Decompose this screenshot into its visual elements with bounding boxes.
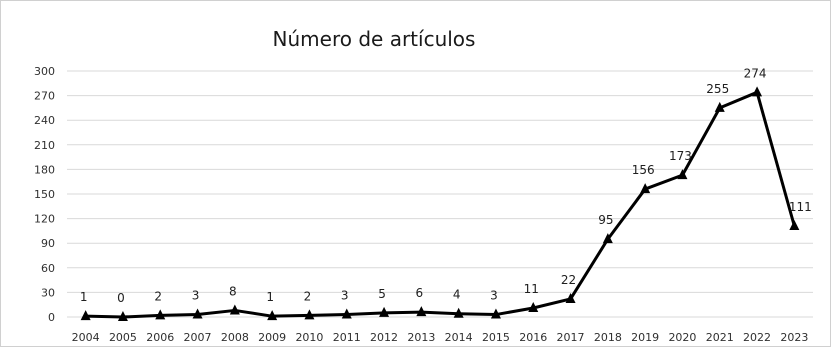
data-label: 2 — [154, 289, 162, 303]
x-tick-label: 2007 — [184, 331, 212, 344]
data-point-marker — [453, 307, 464, 318]
x-axis-tick-labels: 2004 2005 2006 2007 2008 2009 2010 2011 2012 2013… — [72, 331, 809, 344]
y-tick-label: 30 — [41, 286, 55, 299]
x-tick-label: 2011 — [333, 331, 361, 344]
x-tick-label: 2005 — [109, 331, 137, 344]
x-tick-label: 2015 — [482, 331, 510, 344]
data-label: 2 — [304, 289, 312, 303]
data-point-marker — [192, 308, 203, 319]
data-point-marker — [379, 306, 390, 317]
y-tick-label: 210 — [34, 139, 55, 152]
chart-title: Número de artículos — [273, 27, 476, 51]
x-tick-label: 2006 — [146, 331, 174, 344]
x-tick-label: 2008 — [221, 331, 249, 344]
data-point-marker — [155, 309, 166, 320]
data-point-marker — [117, 311, 128, 321]
data-label: 255 — [706, 82, 729, 96]
y-tick-label: 300 — [34, 65, 55, 78]
y-tick-label: 0 — [48, 311, 55, 324]
x-tick-label: 2010 — [295, 331, 323, 344]
x-tick-label: 2013 — [407, 331, 435, 344]
y-tick-label: 90 — [41, 237, 55, 250]
data-label: 156 — [632, 163, 655, 177]
series-line — [84, 90, 796, 319]
data-label: 3 — [341, 289, 349, 303]
y-axis-tick-labels: 0 30 60 90 120 150 180 210 240 270 300 — [34, 65, 55, 324]
data-label: 6 — [416, 286, 424, 300]
data-label: 1 — [266, 290, 274, 304]
data-label: 111 — [789, 200, 812, 214]
data-point-marker — [789, 219, 800, 230]
data-labels: 1 0 2 3 8 1 2 3 5 6 4 3 11 22 95 156 173 255 274 111 — [80, 66, 812, 305]
data-label: 1 — [80, 290, 88, 304]
data-point-marker — [677, 169, 688, 180]
y-tick-label: 60 — [41, 262, 55, 275]
x-tick-label: 2023 — [780, 331, 808, 344]
data-point-marker — [416, 306, 427, 317]
series-line-layer — [84, 90, 796, 319]
data-point-marker — [267, 310, 278, 321]
data-point-marker — [80, 310, 91, 321]
series-markers — [80, 86, 800, 321]
data-point-marker — [640, 183, 651, 194]
data-point-marker — [528, 301, 539, 312]
data-label: 3 — [192, 289, 200, 303]
x-tick-label: 2018 — [594, 331, 622, 344]
data-label: 22 — [561, 273, 576, 287]
x-tick-label: 2022 — [743, 331, 771, 344]
y-tick-label: 120 — [34, 213, 55, 226]
data-point-marker — [490, 308, 501, 319]
data-label: 274 — [744, 66, 767, 80]
y-tick-label: 180 — [34, 163, 55, 176]
data-point-marker — [565, 292, 576, 303]
data-point-marker — [714, 101, 725, 112]
x-tick-label: 2014 — [445, 331, 473, 344]
x-tick-label: 2004 — [72, 331, 100, 344]
data-point-marker — [752, 86, 763, 97]
x-tick-label: 2017 — [557, 331, 585, 344]
data-label: 0 — [117, 291, 125, 305]
data-point-marker — [229, 304, 240, 315]
x-tick-label: 2012 — [370, 331, 398, 344]
data-label: 5 — [378, 287, 386, 301]
x-tick-label: 2020 — [668, 331, 696, 344]
data-label: 3 — [490, 289, 498, 303]
gridlines — [67, 70, 813, 318]
y-tick-label: 240 — [34, 114, 55, 127]
data-label: 11 — [524, 282, 539, 296]
data-label: 8 — [229, 284, 237, 298]
x-tick-label: 2009 — [258, 331, 286, 344]
data-point-marker — [341, 308, 352, 319]
x-tick-label: 2021 — [706, 331, 734, 344]
data-point-marker — [602, 233, 613, 244]
data-point-marker — [304, 309, 315, 320]
y-tick-label: 150 — [34, 188, 55, 201]
data-label: 95 — [598, 213, 613, 227]
data-label: 4 — [453, 288, 461, 302]
y-tick-label: 270 — [34, 90, 55, 103]
x-tick-label: 2016 — [519, 331, 547, 344]
data-label: 173 — [669, 149, 692, 163]
x-tick-label: 2019 — [631, 331, 659, 344]
